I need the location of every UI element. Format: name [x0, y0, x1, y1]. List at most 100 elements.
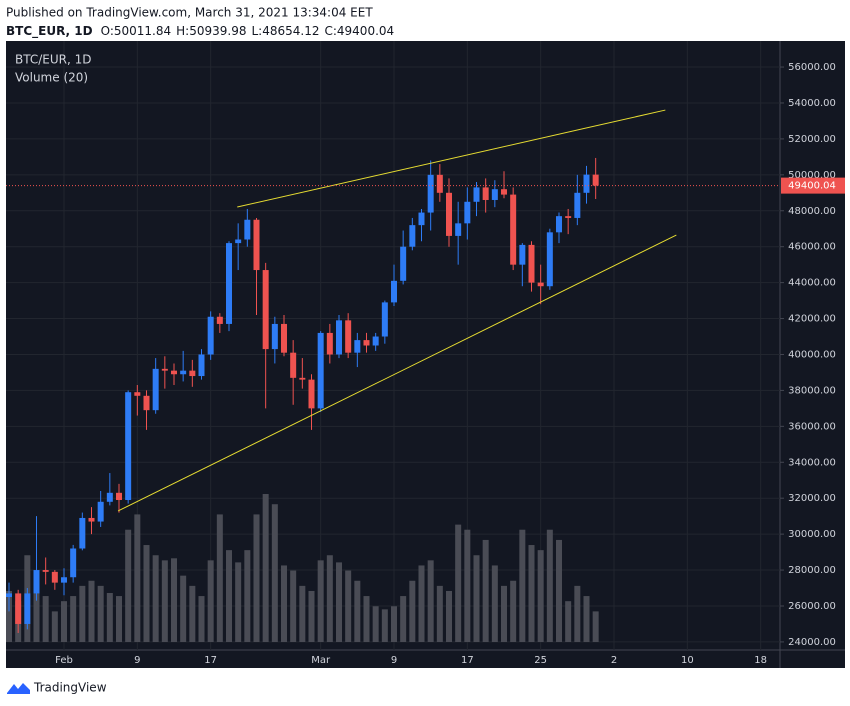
- candle-body: [152, 368, 159, 411]
- volume-bar: [262, 494, 269, 642]
- candle-body: [226, 243, 232, 324]
- y-tick-label: 52000.00: [788, 134, 836, 145]
- published-note: Published on TradingView.com, March 31, …: [6, 6, 373, 20]
- ohlc-label: C:: [324, 24, 336, 38]
- volume-bar: [79, 585, 86, 642]
- x-tick-label: 9: [134, 655, 140, 666]
- volume-bar: [363, 596, 370, 642]
- candle-body: [290, 352, 297, 378]
- candle-body: [189, 370, 196, 377]
- plot-area: 24000.00 26000.00 28000.00 30000.00 32000.00…: [6, 41, 845, 666]
- candle-body: [482, 187, 489, 200]
- x-tick-label: Mar: [311, 655, 331, 666]
- y-tick-label: 50000.00: [788, 170, 836, 181]
- volume-bar: [565, 601, 572, 642]
- candle-body: [336, 320, 342, 355]
- candle-body: [473, 187, 480, 202]
- ohlc-label: O:: [101, 24, 114, 38]
- candle-body: [592, 174, 599, 186]
- ohlc-value: 49400.04: [337, 24, 394, 38]
- candle-body: [363, 340, 370, 346]
- volume-bar: [436, 585, 443, 642]
- symbol-title: BTC_EUR, 1D: [6, 24, 93, 39]
- y-tick-label: 54000.00: [788, 98, 836, 109]
- volume-bar: [519, 529, 526, 642]
- volume-bar: [152, 555, 159, 642]
- x-tick-label: 17: [461, 655, 474, 666]
- volume-bar: [281, 565, 287, 642]
- candle-body: [308, 379, 315, 409]
- candle-body: [299, 377, 306, 380]
- candle-body: [244, 219, 251, 240]
- candle-body: [15, 593, 22, 624]
- volume-bar: [583, 596, 590, 642]
- volume-bar: [501, 585, 507, 642]
- volume-bar: [299, 585, 306, 642]
- volume-bar: [317, 560, 324, 642]
- y-tick-label: 24000.00: [788, 637, 836, 648]
- symbol-header: BTC_EUR, 1D O:50011.84 H:50939.98 L:48654.1…: [6, 24, 394, 39]
- volume-bar: [226, 550, 232, 642]
- y-tick-label: 36000.00: [788, 421, 836, 432]
- candle-body: [381, 302, 388, 337]
- candle-body: [372, 336, 379, 346]
- candle-body: [574, 192, 581, 218]
- last-price-box: [781, 177, 845, 194]
- candle-body: [106, 492, 113, 502]
- volume-bar: [409, 580, 416, 642]
- volume-bar: [354, 580, 361, 642]
- trend-line: [237, 109, 666, 208]
- candle-body: [235, 239, 242, 244]
- volume-bar: [143, 545, 150, 642]
- candle-body: [501, 189, 507, 195]
- volume-bar: [473, 555, 480, 642]
- y-tick-label: 26000.00: [788, 601, 836, 612]
- volume-bar: [216, 514, 223, 642]
- candle-body: [565, 216, 572, 218]
- volume-bar: [207, 560, 214, 642]
- candle-body: [556, 216, 562, 233]
- volume-bar: [235, 562, 242, 642]
- candle-body: [207, 316, 214, 355]
- volume-bar: [464, 529, 471, 642]
- y-tick-label: 32000.00: [788, 493, 836, 504]
- volume-bar: [400, 596, 407, 642]
- volume-bar: [345, 570, 352, 642]
- ohlc-label: L:: [251, 24, 262, 38]
- x-tick-label: Feb: [55, 655, 73, 666]
- candle-body: [418, 212, 425, 226]
- volume-bar: [455, 524, 462, 642]
- volume-bar: [290, 570, 297, 642]
- candle-body: [171, 370, 177, 375]
- volume-bar: [336, 562, 342, 642]
- ohlc-label: H:: [176, 24, 189, 38]
- volume-bar: [6, 590, 12, 642]
- volume-bar: [427, 560, 434, 642]
- volume-bar: [51, 611, 58, 642]
- candle-body: [583, 174, 590, 193]
- last-price-label: 49400.04: [788, 181, 836, 192]
- volume-bar: [42, 596, 49, 642]
- candle-body: [455, 223, 462, 236]
- candle-body: [528, 244, 535, 283]
- candle-body: [427, 174, 434, 213]
- candle-body: [271, 323, 278, 350]
- brand-icon: [7, 683, 30, 694]
- volume-bar: [271, 504, 278, 642]
- volume-bar: [482, 539, 489, 642]
- volume-bar: [171, 558, 177, 642]
- candle-body: [24, 593, 31, 624]
- candle-body: [161, 368, 168, 371]
- candle-body: [134, 392, 141, 396]
- trend-line: [117, 234, 677, 512]
- y-tick-label: 56000.00: [788, 62, 836, 73]
- candle-body: [6, 593, 12, 598]
- candle-body: [262, 270, 269, 350]
- x-tick-label: 17: [204, 655, 217, 666]
- volume-bar: [189, 585, 196, 642]
- y-tick-label: 42000.00: [788, 314, 836, 325]
- x-tick-label: 18: [754, 655, 767, 666]
- brand-name: TradingView: [33, 681, 107, 695]
- candle-body: [326, 332, 333, 355]
